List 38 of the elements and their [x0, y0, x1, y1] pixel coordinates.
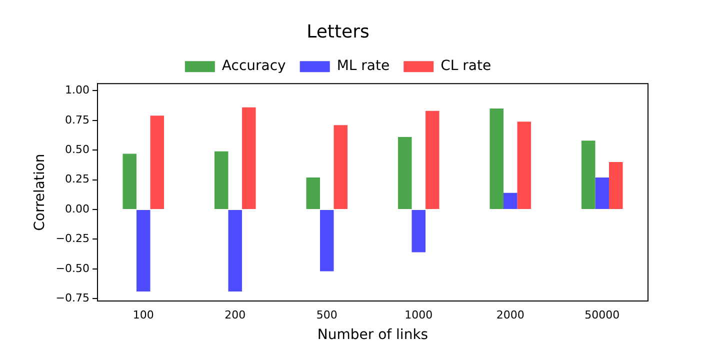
y-tick-label: −0.75 [56, 291, 90, 304]
bar [228, 210, 242, 292]
y-tick-label: −0.50 [56, 262, 90, 275]
legend-label: ML rate [336, 58, 390, 74]
bar [503, 192, 518, 210]
legend-label: Accuracy [222, 58, 286, 74]
x-tick-label: 50000 [584, 308, 620, 322]
bar [214, 151, 228, 210]
bar [150, 116, 164, 210]
bar [320, 210, 334, 272]
y-tick-label: 0.00 [65, 202, 90, 216]
y-tick-label: −0.25 [56, 232, 90, 246]
y-axis-title: Correlation [32, 154, 48, 231]
bar [242, 107, 256, 210]
x-tick-label: 100 [132, 308, 154, 322]
y-tick-label: 0.50 [65, 142, 90, 156]
x-tick-label: 1000 [404, 308, 433, 322]
x-axis-title: Number of links [317, 327, 428, 344]
bar [426, 110, 440, 210]
legend-label: CL rate [440, 58, 492, 74]
x-tick-label: 500 [316, 308, 338, 322]
chart-title: Letters [306, 21, 370, 42]
y-tick-label: 0.25 [65, 172, 90, 186]
bar [398, 137, 412, 210]
bar [306, 177, 320, 210]
bar [122, 154, 136, 210]
y-tick-label: 0.75 [65, 113, 90, 126]
y-tick-label: 1.00 [65, 84, 90, 97]
bar [136, 210, 150, 292]
bar [412, 210, 426, 252]
bar [595, 177, 610, 210]
bar [490, 108, 504, 210]
bar [609, 162, 623, 210]
bar [517, 122, 532, 210]
x-tick-label: 2000 [496, 308, 524, 322]
bar [581, 140, 596, 210]
bar [334, 125, 348, 210]
x-tick-label: 200 [224, 308, 246, 322]
